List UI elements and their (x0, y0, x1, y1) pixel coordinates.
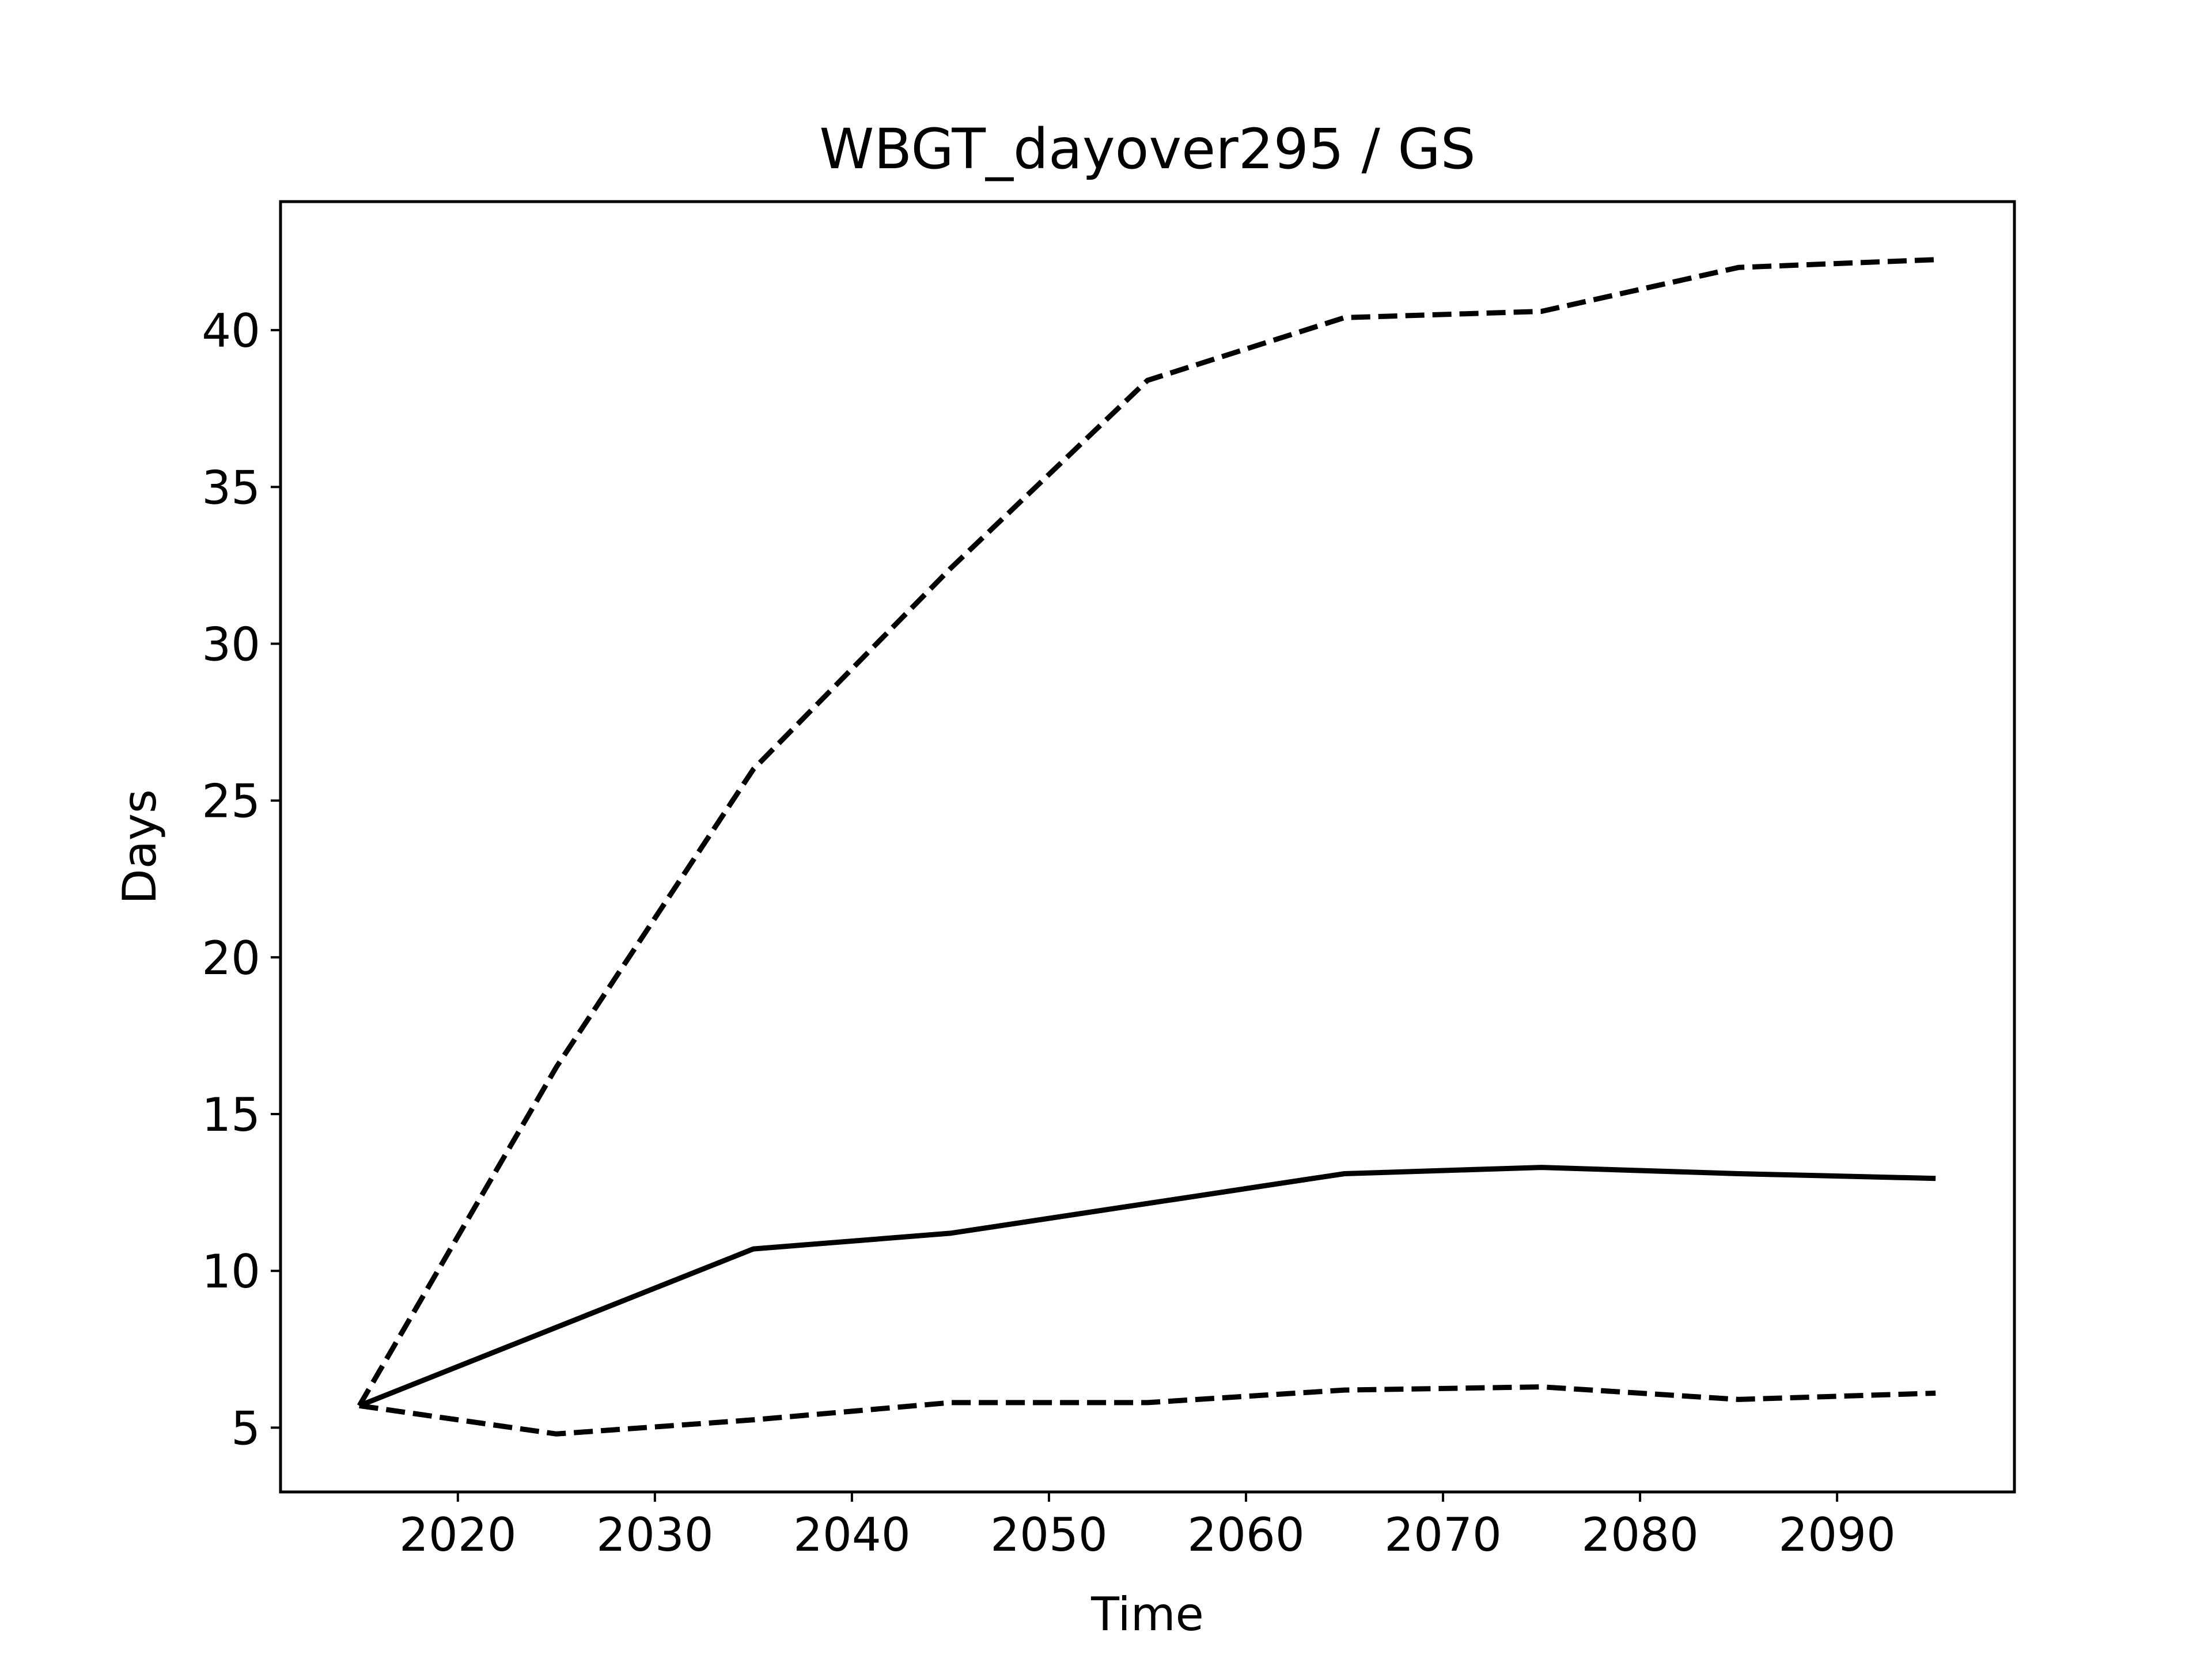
dashed-series-line-3 (359, 1384, 1936, 1437)
y-tick-label: 10 (202, 1245, 260, 1298)
x-tick-label: 2070 (1384, 1508, 1502, 1562)
x-tick-label: 2090 (1778, 1508, 1896, 1562)
plot-area (357, 257, 1936, 1437)
y-axis-label: Days (113, 789, 166, 904)
dashed-series-line-2 (357, 257, 1936, 1407)
x-tick-label: 2020 (399, 1508, 517, 1562)
y-tick-label: 25 (202, 775, 260, 828)
y-tick-label: 40 (202, 304, 260, 358)
x-axis-label: Time (1090, 1588, 1204, 1641)
y-axis: 5 10 15 20 25 30 35 40 (202, 304, 281, 1455)
y-tick-label: 5 (231, 1402, 260, 1455)
x-tick-label: 2080 (1581, 1508, 1699, 1562)
y-tick-label: 20 (202, 931, 260, 985)
y-tick-label: 35 (202, 461, 260, 514)
y-tick-label: 15 (202, 1088, 260, 1142)
chart-title: WBGT_dayover295 / GS (819, 117, 1475, 181)
y-tick-label: 30 (202, 618, 260, 672)
solid-series-line-1 (358, 1165, 1936, 1408)
x-axis: 2020 2030 2040 2050 2060 2070 2080 2090 (399, 1492, 1896, 1562)
x-tick-label: 2050 (990, 1508, 1108, 1562)
x-tick-label: 2060 (1187, 1508, 1305, 1562)
x-tick-label: 2030 (596, 1508, 714, 1562)
axes-frame (279, 200, 2016, 1494)
x-tick-label: 2040 (793, 1508, 911, 1562)
